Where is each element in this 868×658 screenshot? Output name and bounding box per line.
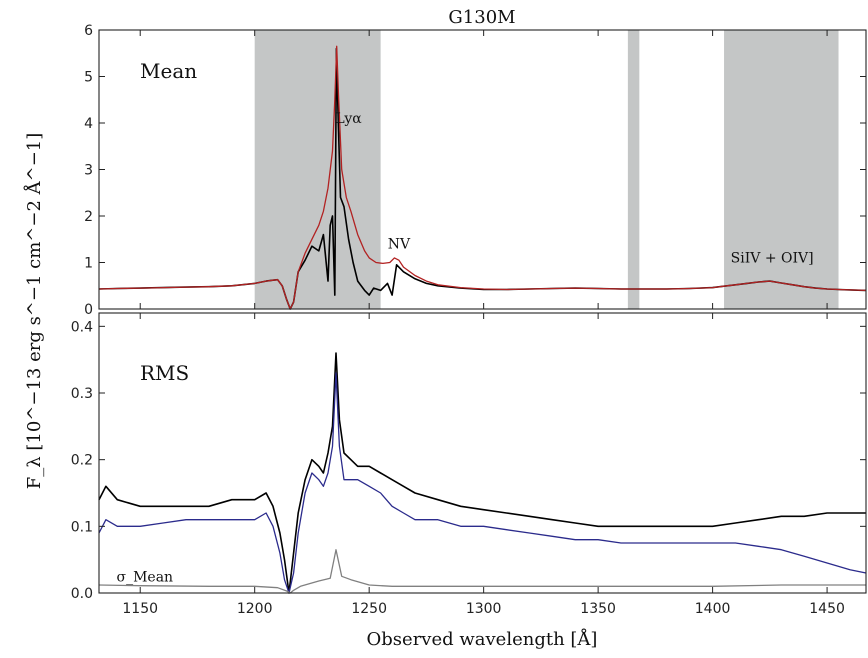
- x-axis-label: Observed wavelength [Å]: [367, 628, 598, 650]
- x-tick-label: 1350: [580, 601, 616, 617]
- y-tick-label-top: 0: [84, 302, 93, 318]
- x-tick-label: 1300: [466, 601, 502, 617]
- y-tick-label-bottom: 0.3: [71, 386, 93, 402]
- x-tick-label: 1200: [237, 601, 273, 617]
- annotation-top-3: SiIV + OIV]: [731, 251, 814, 267]
- series-line-bottom-1: [98, 352, 866, 594]
- x-tick-label: 1400: [695, 601, 731, 617]
- chart-title: G130M: [448, 7, 515, 28]
- shaded-region-3: [724, 30, 839, 309]
- series-line-bottom-3: [98, 549, 866, 594]
- annotation-top-1: Lyα: [335, 111, 362, 127]
- y-tick-label-top: 2: [84, 209, 93, 225]
- y-tick-label-top: 6: [84, 23, 93, 39]
- series-line-top-2: [98, 45, 867, 310]
- tick-labels: 0 1 2 3 4 5 6 0.0 0.1 0.2 0.3 0.4 1150 1200 1250 1300 13…: [71, 23, 845, 617]
- y-tick-label-bottom: 0.0: [71, 586, 93, 602]
- x-tick-label: 1450: [809, 601, 845, 617]
- shaded-region-1: [254, 30, 381, 309]
- annotation-bottom-1: σ_Mean: [117, 570, 174, 586]
- y-tick-label-top: 3: [84, 163, 93, 179]
- series-line-bottom-2: [98, 372, 867, 594]
- series-layer: [98, 45, 867, 594]
- y-tick-label-top: 5: [84, 70, 93, 86]
- annotations: Lyα NV SiIV + OIV] σ_Mean: [117, 111, 814, 586]
- y-tick-label-bottom: 0.2: [71, 453, 93, 469]
- x-tick-label: 1250: [351, 601, 387, 617]
- y-tick-label-bottom: 0.1: [71, 519, 93, 535]
- panel-label-mean: Mean: [140, 59, 197, 83]
- shaded-regions: [254, 30, 839, 309]
- y-tick-label-bottom: 0.4: [71, 319, 93, 335]
- bottom-panel-frame: [98, 312, 867, 594]
- annotation-top-2: NV: [388, 237, 411, 253]
- y-axis-label: F_λ [10^−13 erg s^−1 cm^−2 Å^−1]: [23, 133, 45, 490]
- x-tick-label: 1150: [122, 601, 158, 617]
- y-tick-label-top: 4: [84, 116, 93, 132]
- ticks: [99, 29, 866, 594]
- y-tick-label-top: 1: [84, 256, 93, 272]
- shaded-region-2: [627, 30, 640, 309]
- panel-label-rms: RMS: [140, 361, 189, 385]
